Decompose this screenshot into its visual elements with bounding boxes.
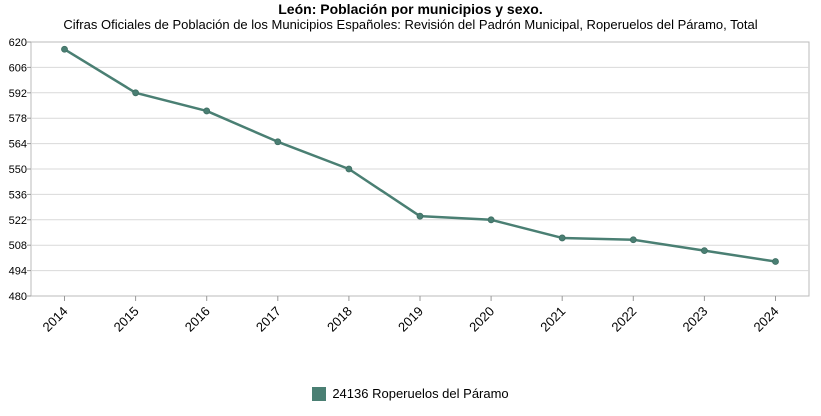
x-tick-label: 2018 bbox=[324, 304, 355, 335]
x-tick-label: 2020 bbox=[466, 304, 497, 335]
x-tick-label: 2015 bbox=[111, 304, 142, 335]
y-tick-label: 536 bbox=[9, 189, 27, 201]
x-tick-label: 2014 bbox=[40, 304, 71, 335]
y-tick-label: 564 bbox=[9, 139, 27, 151]
data-point bbox=[629, 236, 637, 244]
x-tick-label: 2017 bbox=[253, 304, 284, 335]
y-tick-label: 606 bbox=[9, 62, 27, 74]
x-tick-label: 2022 bbox=[608, 304, 639, 335]
x-tick-label: 2021 bbox=[537, 304, 568, 335]
data-point bbox=[701, 247, 708, 255]
x-tick-label: 2019 bbox=[395, 304, 426, 335]
legend: 24136 Roperuelos del Páramo bbox=[0, 386, 821, 401]
y-axis: 480 494 508 522 536 550 564 578 592 606 620 bbox=[9, 37, 31, 303]
chart-subtitle: Cifras Oficiales de Población de los Mun… bbox=[63, 17, 758, 32]
x-tick-label: 2023 bbox=[679, 304, 710, 335]
data-point bbox=[487, 216, 495, 224]
y-tick-label: 620 bbox=[9, 37, 27, 49]
data-point bbox=[345, 165, 353, 173]
data-point bbox=[203, 107, 211, 115]
y-tick-label: 508 bbox=[9, 240, 27, 252]
y-tick-label: 592 bbox=[9, 88, 27, 100]
data-point bbox=[772, 258, 779, 265]
data-point bbox=[132, 89, 140, 97]
legend-label: 24136 Roperuelos del Páramo bbox=[332, 386, 509, 401]
y-tick-label: 494 bbox=[9, 266, 27, 278]
x-tick-label: 2024 bbox=[751, 304, 782, 335]
data-point bbox=[416, 212, 424, 220]
grid-lines bbox=[31, 66, 809, 272]
series-layer bbox=[61, 45, 779, 265]
data-point bbox=[274, 138, 282, 146]
data-point bbox=[558, 234, 566, 242]
x-axis: 2014 2015 2016 2017 2018 2019 2020 2021 2022 2023… bbox=[40, 296, 782, 335]
y-tick-label: 522 bbox=[9, 215, 27, 227]
y-tick-label: 550 bbox=[9, 164, 27, 176]
y-tick-label: 480 bbox=[9, 291, 27, 303]
legend-swatch bbox=[312, 386, 327, 401]
y-tick-label: 578 bbox=[9, 113, 27, 125]
x-tick-label: 2016 bbox=[182, 304, 213, 335]
data-point bbox=[61, 45, 68, 53]
chart-title: León: Población por municipios y sexo. bbox=[278, 1, 543, 17]
